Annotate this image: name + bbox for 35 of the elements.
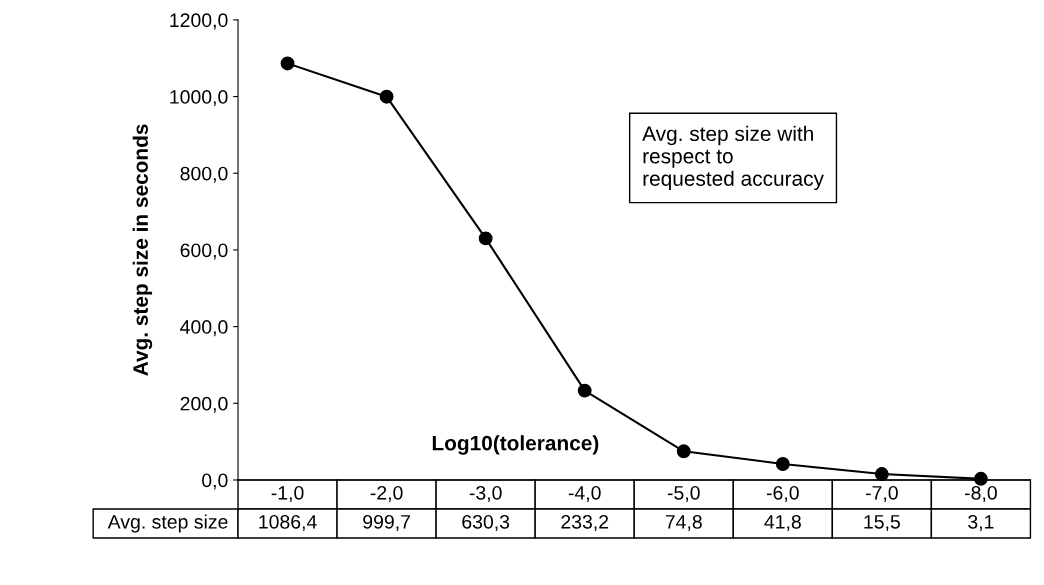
- x-tick-label: -6,0: [766, 485, 799, 503]
- point: [676, 444, 691, 459]
- y-tick-label: 200,0: [180, 396, 228, 413]
- x-tick-label: -2,0: [370, 485, 403, 503]
- point: [379, 89, 394, 104]
- data-label: 1086,4: [259, 514, 317, 532]
- data-label: 15,5: [864, 515, 900, 532]
- point: [577, 383, 592, 398]
- x-tick-label: -1,0: [271, 485, 304, 503]
- y-axis-title: Avg. step size in seconds: [132, 124, 153, 376]
- point: [280, 56, 295, 71]
- y-tick-label: 600,0: [180, 243, 228, 260]
- data-label: 999,7: [363, 514, 410, 532]
- x-tick-label: -8,0: [965, 485, 997, 503]
- point: [973, 471, 988, 486]
- annotation: Avg. step size with respect to requested accuracy: [642, 125, 824, 191]
- y-tick-label: 400,0: [180, 320, 228, 337]
- data-label: 3,1: [968, 514, 994, 532]
- text: Avg. step size: [107, 514, 228, 533]
- y-tick-label: 1200,0: [170, 13, 228, 30]
- data-label: 74,8: [665, 514, 702, 532]
- data-label: 233,2: [561, 514, 609, 532]
- y-tick-label: 1000,0: [170, 90, 228, 107]
- data-label: 630,3: [462, 514, 510, 532]
- x-tick-label: -3,0: [469, 485, 502, 503]
- point: [775, 457, 790, 471]
- point: [874, 467, 889, 481]
- data-label: 41,8: [764, 514, 801, 532]
- x-tick-label: -5,0: [667, 485, 700, 503]
- x-tick-label: -7,0: [865, 485, 898, 503]
- point: [478, 231, 493, 246]
- x-axis-title: Log10(tolerance): [432, 435, 599, 455]
- y-tick-label: 800,0: [180, 166, 228, 183]
- y-tick-label: 0,0: [202, 473, 228, 490]
- x-tick-label: -4,0: [568, 485, 601, 503]
